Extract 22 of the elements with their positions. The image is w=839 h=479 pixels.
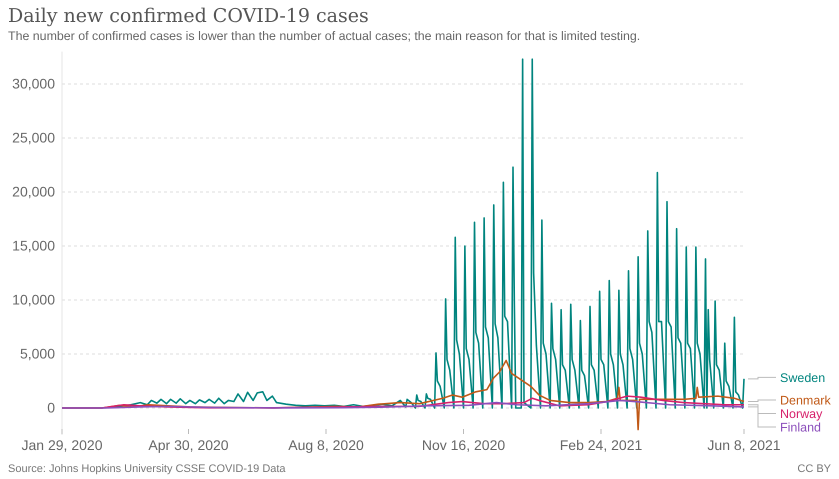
x-tick-label: Jun 8, 2021 — [707, 436, 781, 453]
y-tick-label: 10,000 — [12, 291, 56, 308]
text: Norway — [780, 407, 824, 421]
chart-title: Daily new confirmed COVID-19 cases — [8, 5, 369, 27]
y-tick-label: 15,000 — [12, 237, 56, 254]
x-tick-label: Aug 8, 2020 — [288, 436, 364, 453]
text: Finland — [780, 420, 822, 434]
text: CC BY — [797, 463, 832, 475]
x-tick-label: Jan 29, 2020 — [22, 436, 103, 453]
text: Sweden — [780, 370, 826, 385]
x-tick-label: Apr 30, 2020 — [148, 436, 229, 453]
chart-subtitle: The number of confirmed cases is lower than the number of actual cases; the main reason for that is limited testing. — [8, 29, 640, 43]
text: Denmark — [780, 394, 832, 408]
x-tick-label: Nov 16, 2020 — [422, 436, 506, 453]
line-series — [61, 400, 745, 409]
y-tick-label: 25,000 — [12, 129, 56, 146]
y-tick-label: 30,000 — [12, 75, 56, 92]
source-note: Source: Johns Hopkins University CSSE COVID-19 Data — [8, 463, 286, 475]
y-tick-label: 5,000 — [20, 345, 56, 362]
y-tick-label: 20,000 — [12, 183, 56, 200]
x-tick-label: Feb 24, 2021 — [560, 436, 642, 453]
y-tick-label: 0 — [47, 399, 56, 416]
